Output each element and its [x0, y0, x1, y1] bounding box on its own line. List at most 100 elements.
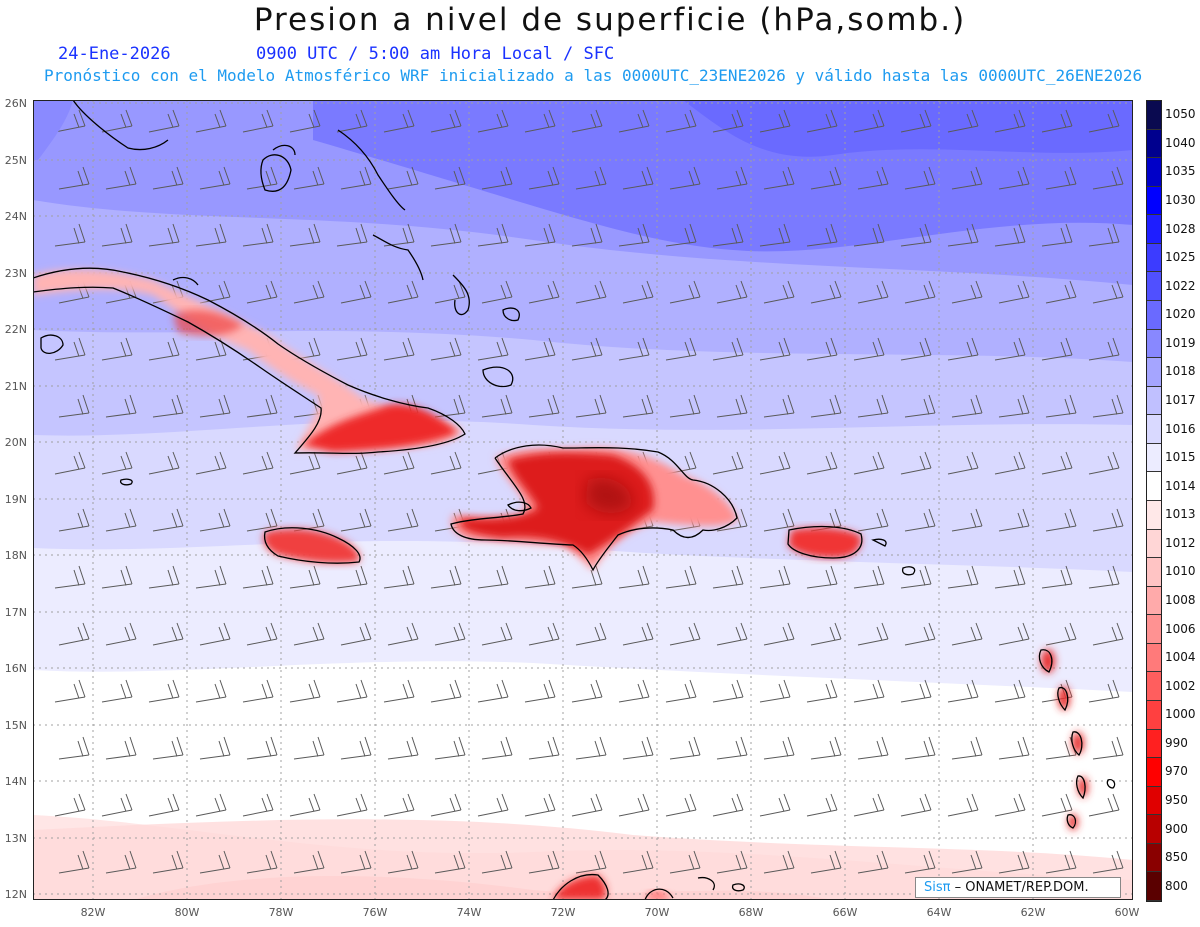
colorbar-segment: [1147, 329, 1161, 359]
colorbar-label: 1050: [1165, 107, 1196, 122]
wind-barb: [1041, 793, 1073, 817]
wind-barb: [152, 622, 184, 646]
wind-barb: [904, 166, 936, 190]
wind-barb: [1088, 565, 1120, 589]
lon-label: 78W: [268, 906, 294, 919]
wind-barb: [524, 337, 556, 361]
wind-barb: [900, 109, 932, 133]
colorbar-label: 1020: [1165, 307, 1196, 322]
colorbar-label: 1013: [1165, 507, 1196, 522]
wind-barb: [665, 565, 697, 589]
wind-barb: [242, 109, 274, 133]
wind-barb: [383, 793, 415, 817]
wind-barb: [340, 508, 372, 532]
wind-barb: [242, 451, 274, 475]
wind-barb: [524, 679, 556, 703]
wind-barb: [1092, 394, 1124, 418]
wind-barb: [857, 508, 889, 532]
wind-barb: [434, 394, 466, 418]
wind-barb: [336, 109, 368, 133]
wind-barb: [571, 337, 603, 361]
wind-barb: [383, 451, 415, 475]
wind-barb: [622, 736, 654, 760]
inagua: [482, 366, 514, 388]
sispi-logo: Sisπ: [924, 880, 951, 895]
wind-barb: [1092, 508, 1124, 532]
wind-barb: [383, 337, 415, 361]
wind-barb: [148, 223, 180, 247]
south-america-shading: [553, 875, 607, 900]
wind-barb: [763, 280, 795, 304]
colorbar-label: 1030: [1165, 193, 1196, 207]
wind-barb: [904, 394, 936, 418]
colorbar-segment: [1147, 701, 1161, 730]
wind-barb: [806, 793, 838, 817]
wind-barb: [947, 679, 979, 703]
wind-barb: [994, 793, 1026, 817]
model-info: Pronóstico con el Modelo Atmosférico WRF…: [44, 66, 1143, 85]
wind-barb: [434, 280, 466, 304]
wind-barb: [528, 622, 560, 646]
wind-barb: [105, 394, 137, 418]
wind-barb: [763, 166, 795, 190]
wind-barb: [152, 508, 184, 532]
lat-label: 23N: [4, 267, 27, 280]
wind-barb: [1088, 337, 1120, 361]
wind-barb: [806, 337, 838, 361]
colorbar-segment: [1147, 586, 1161, 616]
lon-label: 66W: [832, 906, 858, 919]
wind-barb: [904, 508, 936, 532]
wind-barb: [148, 451, 180, 475]
wind-barb: [853, 565, 885, 589]
wind-barb: [951, 622, 983, 646]
wind-barb: [618, 565, 650, 589]
wind-barb: [1092, 622, 1124, 646]
wind-barb: [430, 451, 462, 475]
graticule: [33, 100, 1133, 900]
wind-barb: [58, 166, 90, 190]
lat-label: 19N: [4, 493, 27, 506]
wind-barb: [810, 280, 842, 304]
wind-barb: [289, 565, 321, 589]
wind-barb: [152, 736, 184, 760]
wind-barb: [1045, 166, 1077, 190]
credit-text: – ONAMET/REP.DOM.: [954, 880, 1089, 895]
south-america-shading-2: [645, 890, 671, 900]
colorbar-label: 970: [1165, 764, 1188, 779]
wind-barb: [101, 565, 133, 589]
wind-barb: [622, 394, 654, 418]
wind-barb: [1041, 565, 1073, 589]
wind-barb: [242, 793, 274, 817]
curacao: [731, 883, 745, 892]
florida-shading: [33, 100, 73, 160]
wind-barb: [199, 394, 231, 418]
wind-barb: [54, 337, 86, 361]
wind-barb: [998, 508, 1030, 532]
colorbar-label: 1014: [1165, 478, 1196, 493]
wind-barb: [1092, 850, 1124, 874]
lat-label: 17N: [4, 606, 27, 619]
bahamas-2: [337, 129, 406, 211]
lon-label: 70W: [644, 906, 670, 919]
wind-barb: [54, 793, 86, 817]
colorbar-label: 1002: [1165, 678, 1196, 693]
wind-barb: [904, 736, 936, 760]
wind-barb: [387, 850, 419, 874]
barbados: [1106, 778, 1116, 789]
puerto-rico-land-shading: [788, 527, 862, 558]
colorbar-segment: [1147, 758, 1161, 787]
wind-barb: [195, 109, 227, 133]
wind-barb: [716, 394, 748, 418]
wind-barb: [806, 451, 838, 475]
wind-barb: [669, 166, 701, 190]
wind-barb: [759, 337, 791, 361]
wind-barb: [998, 166, 1030, 190]
wind-barb: [998, 736, 1030, 760]
wind-barb: [58, 850, 90, 874]
wind-barb: [336, 679, 368, 703]
colorbar-label: 1000: [1165, 707, 1196, 722]
colorbar-segment: [1147, 501, 1161, 530]
wind-barb: [289, 793, 321, 817]
wind-barb: [289, 223, 321, 247]
colorbar-segment: [1147, 643, 1161, 673]
